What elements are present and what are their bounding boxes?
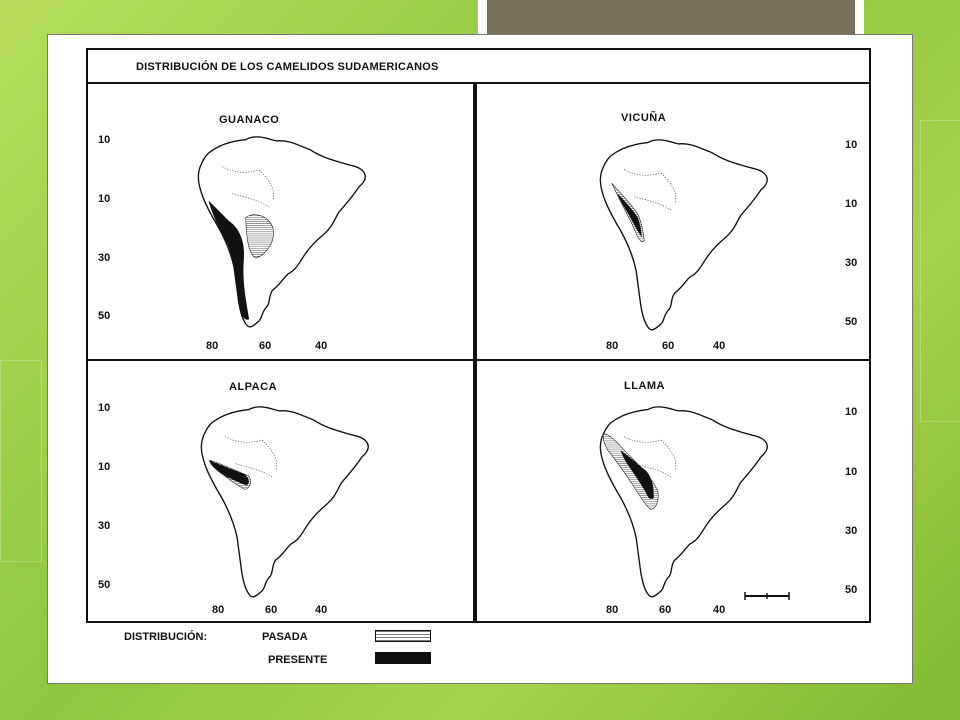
lon-tick: 60 [265, 604, 278, 616]
past-range-area [602, 432, 659, 511]
title-placeholder-fill [487, 0, 855, 38]
lon-tick: 60 [659, 604, 672, 616]
lon-tick: 80 [206, 340, 219, 352]
figure-title: DISTRIBUCIÓN DE LOS CAMELIDOS SUDAMERICA… [136, 61, 439, 73]
figure-title-bar: DISTRIBUCIÓN DE LOS CAMELIDOS SUDAMERICA… [88, 50, 869, 84]
lon-tick: 40 [713, 604, 726, 616]
lat-tick: 10 [845, 198, 858, 210]
distribution-figure: DISTRIBUCIÓN DE LOS CAMELIDOS SUDAMERICA… [86, 48, 871, 623]
lat-tick: 30 [845, 525, 858, 537]
lat-tick: 50 [845, 316, 858, 328]
legend-past-swatch [375, 630, 431, 642]
panel-guanaco: GUANACO 10 10 30 50 80 60 40 [88, 84, 471, 357]
panel-title: GUANACO [219, 114, 280, 126]
lat-tick: 30 [98, 252, 111, 264]
past-range-area [245, 214, 274, 259]
present-range-area [620, 450, 654, 499]
lon-tick: 80 [606, 604, 619, 616]
lat-tick: 50 [98, 579, 111, 591]
lon-tick: 60 [259, 340, 272, 352]
lat-tick: 30 [845, 257, 858, 269]
present-range-area [208, 200, 250, 320]
panel-alpaca: ALPACA 10 10 30 50 80 60 40 [88, 360, 471, 622]
legend-present-label: PRESENTE [268, 654, 328, 666]
legend-past-label: PASADA [262, 631, 308, 643]
lon-tick: 80 [212, 604, 225, 616]
lon-tick: 40 [713, 340, 726, 352]
south-america-map [599, 139, 768, 331]
lat-tick: 10 [98, 402, 111, 414]
panel-title: ALPACA [229, 381, 278, 393]
lat-tick: 10 [98, 193, 111, 205]
lat-tick: 50 [98, 310, 111, 322]
panel-title: VICUÑA [621, 112, 667, 124]
background-decoration [0, 360, 42, 562]
lat-tick: 10 [98, 461, 111, 473]
south-america-map [599, 406, 768, 598]
south-america-map [200, 406, 369, 598]
lat-tick: 50 [845, 584, 858, 596]
panel-title: LLAMA [624, 380, 665, 392]
panel-vicuna: VICUÑA 10 10 30 50 80 60 40 [475, 84, 869, 357]
lon-tick: 40 [315, 340, 328, 352]
lat-tick: 10 [98, 134, 111, 146]
present-range-area [617, 193, 642, 238]
lat-tick: 10 [845, 466, 858, 478]
lat-tick: 30 [98, 520, 111, 532]
legend-present-swatch [375, 652, 431, 664]
lon-tick: 80 [606, 340, 619, 352]
panel-llama: LLAMA 10 10 30 50 80 60 40 [475, 360, 869, 622]
horizontal-divider [88, 359, 869, 361]
background-decoration [920, 120, 960, 422]
lon-tick: 40 [315, 604, 328, 616]
lat-tick: 10 [845, 406, 858, 418]
vertical-divider [473, 84, 477, 623]
scale-bar [744, 592, 790, 600]
legend-label: DISTRIBUCIÓN: [124, 631, 208, 643]
present-range-area [208, 460, 249, 486]
lon-tick: 60 [662, 340, 675, 352]
lat-tick: 10 [845, 139, 858, 151]
south-america-map [197, 136, 366, 328]
